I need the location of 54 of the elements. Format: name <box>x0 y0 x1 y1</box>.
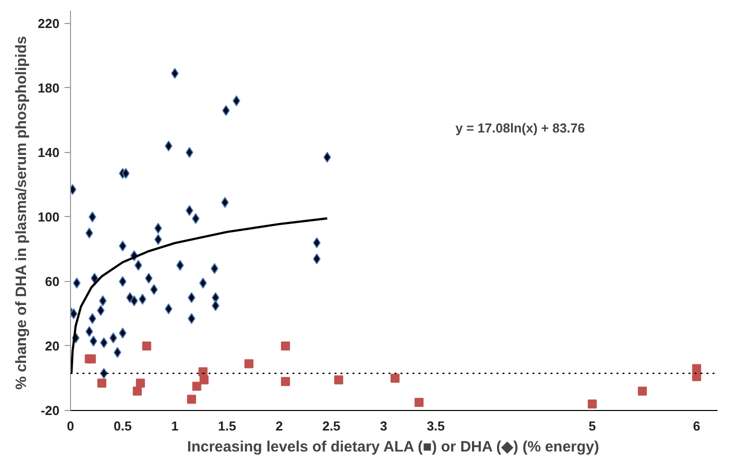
point <box>334 375 344 384</box>
point <box>118 240 127 252</box>
point <box>638 386 647 396</box>
point <box>134 260 142 271</box>
point <box>692 372 702 382</box>
x-tick-label: 3.5 <box>426 418 445 434</box>
point <box>136 378 145 388</box>
point <box>96 305 105 316</box>
point <box>192 213 200 224</box>
point <box>186 205 194 216</box>
annotation: y = 17.08ln(x) + 83.76 <box>456 120 585 136</box>
point <box>142 341 152 350</box>
y-tick-label: 220 <box>38 16 60 31</box>
point <box>390 374 400 383</box>
point <box>85 326 94 337</box>
x-tick-label: 1.5 <box>218 418 236 434</box>
point <box>187 394 196 404</box>
point <box>414 398 424 407</box>
point <box>280 376 290 386</box>
point <box>144 272 153 284</box>
point <box>122 168 130 179</box>
x-axis-title: Increasing levels of dietary ALA (■) or DHA (◆) (% energy) <box>187 438 600 456</box>
point <box>132 386 142 396</box>
x-tick-label: 1 <box>171 418 178 434</box>
point <box>85 228 94 239</box>
x-tick-label: 2.5 <box>322 418 340 434</box>
point <box>72 278 81 289</box>
x-tick-label: 2 <box>276 418 283 434</box>
y-tick-label: -20 <box>40 403 60 418</box>
y-tick-label: 100 <box>38 209 60 224</box>
point <box>200 375 209 384</box>
point <box>118 276 127 287</box>
point <box>588 400 597 409</box>
y-axis-title: % change of DHA in plasma/serum phospholipids <box>12 36 30 390</box>
y-tick-label: 140 <box>38 144 60 160</box>
x-tick-label: 0 <box>66 418 74 434</box>
point <box>118 328 127 339</box>
x-tick-label: 6 <box>693 418 700 434</box>
y-tick-label: 20 <box>45 338 60 354</box>
x-tick-label: 0.5 <box>114 418 132 434</box>
point <box>222 105 230 116</box>
y-tick-label: 180 <box>38 80 60 96</box>
point <box>692 364 702 374</box>
y-tick-label: 60 <box>45 274 60 289</box>
point <box>312 237 321 248</box>
point <box>312 253 321 264</box>
point <box>192 382 202 391</box>
point <box>109 332 118 344</box>
x-tick-label: 3 <box>380 418 388 434</box>
point <box>323 152 332 163</box>
x-tick-label: 5 <box>588 418 596 434</box>
point <box>280 341 290 350</box>
point <box>97 378 106 388</box>
point <box>244 359 254 368</box>
